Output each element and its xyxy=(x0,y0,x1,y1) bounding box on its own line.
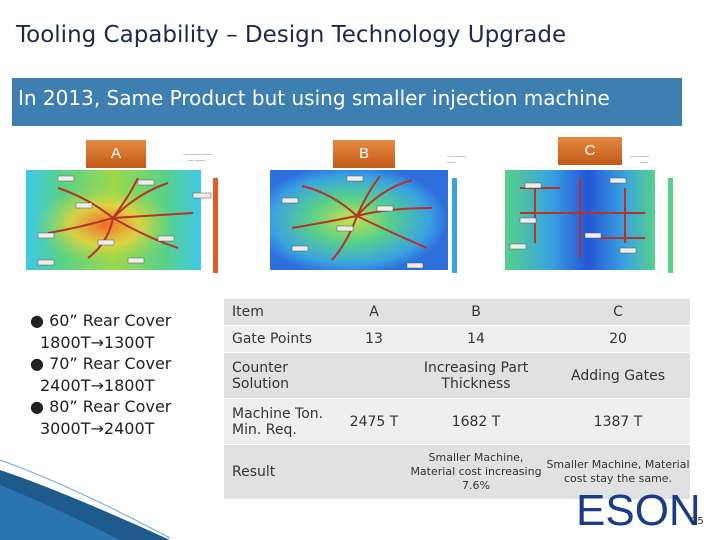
table-cell: Increasing Part Thickness xyxy=(406,352,546,399)
table-header-cell: C xyxy=(546,298,690,326)
bullet-subline: 3000T→2400T xyxy=(40,418,155,438)
page-number: 25 xyxy=(691,516,704,527)
table-cell: 20 xyxy=(546,325,690,353)
headline-text: In 2013, Same Product but using smaller … xyxy=(18,86,610,110)
svg-text:___ ______ ____: ___ ______ ____ xyxy=(182,150,213,155)
table-row: Counter Solution Increasing Part Thickne… xyxy=(224,352,690,399)
table-cell: Gate Points xyxy=(224,325,342,353)
simulation-map-c: ___ __________ xyxy=(505,152,673,273)
table-cell: Smaller Machine, Material cost increasin… xyxy=(406,444,546,499)
svg-text:___ ______: ___ ______ xyxy=(446,152,467,157)
table-row: Machine Ton. Min. Req. 2475 T 1682 T 138… xyxy=(224,398,690,445)
bullet-dot-icon: ● xyxy=(30,311,44,330)
label-c: C xyxy=(558,137,622,165)
table-header-cell: A xyxy=(342,298,406,326)
label-a: A xyxy=(86,140,146,168)
headline-banner: In 2013, Same Product but using smaller … xyxy=(12,78,682,126)
bullet-line: 70” Rear Cover xyxy=(49,354,172,373)
bullet-dot-icon: ● xyxy=(30,354,44,373)
bullet-list: ● 60” Rear Cover 1800T→1300T ● 70” Rear … xyxy=(30,310,171,439)
bullet-item: ● 70” Rear Cover xyxy=(30,353,171,375)
table-header-cell: Item xyxy=(224,298,342,326)
bullet-line: 60” Rear Cover xyxy=(49,311,172,330)
table-cell: Machine Ton. Min. Req. xyxy=(224,398,342,445)
bullet-item: ● 80” Rear Cover xyxy=(30,396,171,418)
table-cell: 13 xyxy=(342,325,406,353)
table-cell: Counter Solution xyxy=(224,352,342,399)
bullet-subline: 2400T→1800T xyxy=(40,375,155,395)
table-cell: 14 xyxy=(406,325,546,353)
svg-text:___ _____: ___ _____ xyxy=(187,156,206,161)
bullet-subline: 1800T→1300T xyxy=(40,332,155,352)
table-cell: 1387 T xyxy=(546,398,690,445)
comparison-table: Item A B C Gate Points 13 14 20 Counter … xyxy=(224,298,690,499)
simulation-map-a: ___ ______ _______ _____ xyxy=(26,150,218,273)
svg-text:____: ____ xyxy=(446,158,456,163)
table-cell: Adding Gates xyxy=(546,352,690,399)
eson-logo: ESON xyxy=(576,486,701,535)
bullet-dot-icon: ● xyxy=(30,397,44,416)
corner-decoration xyxy=(0,459,170,540)
table-header-row: Item A B C xyxy=(224,298,690,326)
table-row: Gate Points 13 14 20 xyxy=(224,325,690,353)
table-header-cell: B xyxy=(406,298,546,326)
simulation-map-b: ___ __________ xyxy=(270,152,467,273)
table-cell: Smaller Machine, Material cost stay the … xyxy=(546,444,690,499)
table-cell: 2475 T xyxy=(342,398,406,445)
table-cell xyxy=(342,444,406,499)
svg-text:____: ____ xyxy=(639,158,649,163)
table-cell xyxy=(342,352,406,399)
slide-title: Tooling Capability – Design Technology U… xyxy=(16,22,567,48)
bullet-line: 80” Rear Cover xyxy=(49,397,172,416)
table-cell: 1682 T xyxy=(406,398,546,445)
table-cell: Result xyxy=(224,444,342,499)
bullet-item: ● 60” Rear Cover xyxy=(30,310,171,332)
svg-text:___ ______: ___ ______ xyxy=(629,152,650,157)
table-row: Result Smaller Machine, Material cost in… xyxy=(224,444,690,499)
label-b: B xyxy=(333,140,395,168)
